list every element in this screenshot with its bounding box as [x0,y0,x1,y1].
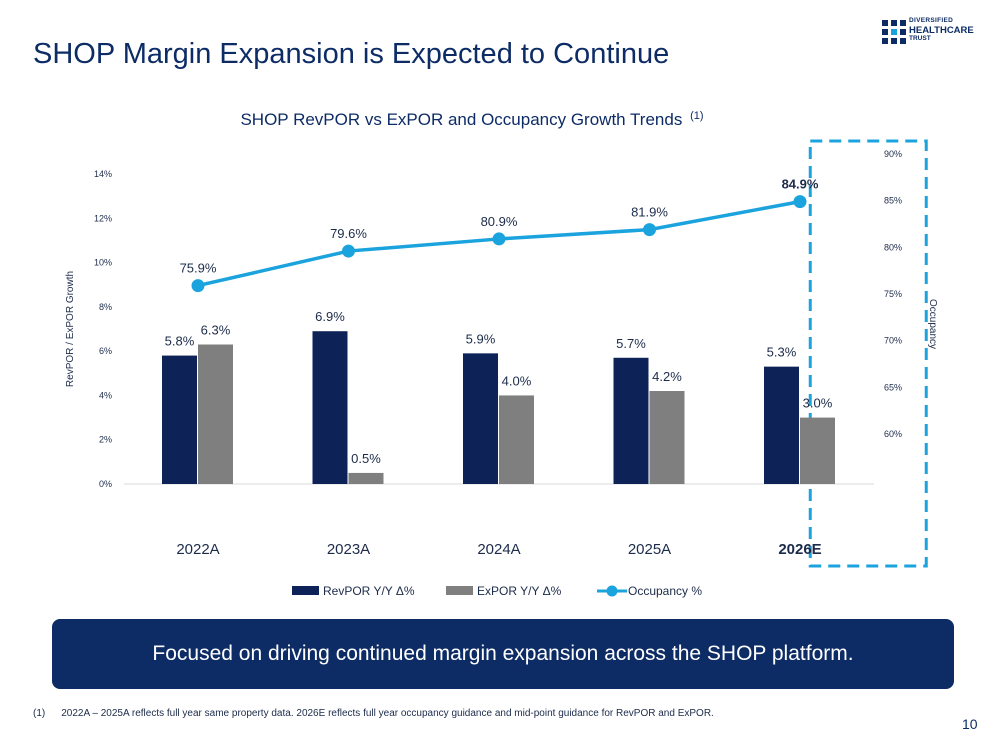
revpor-bar [312,331,348,484]
expor-bar [499,395,534,484]
expor-bar [198,344,233,484]
occupancy-point [643,223,656,237]
expor-data-label: 4.2% [652,369,682,384]
occupancy-point [191,279,205,293]
y-tick-label: 4% [99,390,112,400]
logo-line-3: TRUST [909,35,931,42]
y-tick-label: 2% [99,435,112,445]
revpor-data-label: 5.3% [767,345,797,360]
occupancy-point [793,195,807,209]
y2-axis-label: Occupancy [927,299,938,349]
page-title: SHOP Margin Expansion is Expected to Con… [33,38,670,70]
occupancy-point [342,244,355,258]
chart-title-text: SHOP RevPOR vs ExPOR and Occupancy Growt… [240,110,682,129]
revpor-data-label: 5.8% [165,334,195,349]
x-category-label: 2023A [327,541,370,558]
expor-bar [800,417,835,484]
y-axis-label: RevPOR / ExPOR Growth [65,271,76,387]
occupancy-data-label: 81.9% [631,205,668,220]
expor-data-label: 4.0% [502,373,532,388]
legend-expor-label: ExPOR Y/Y Δ% [477,584,562,598]
y2-tick-label: 75% [884,289,902,299]
expor-data-label: 0.5% [351,451,381,466]
y2-tick-label: 85% [884,196,902,206]
expor-bar [348,472,384,484]
y2-tick-label: 80% [884,242,902,252]
footnote-number: (1) [33,708,46,719]
company-logo: DIVERSIFIED HEALTHCARE TRUST [882,17,992,48]
x-category-label: 2026E [778,541,821,558]
occupancy-data-label: 75.9% [180,261,217,276]
expor-bar [649,391,685,484]
legend-expor-swatch [446,586,473,595]
legend-revpor-label: RevPOR Y/Y Δ% [323,584,415,598]
revpor-bar [463,353,498,484]
legend-occupancy-marker [606,585,618,597]
revpor-bar [162,355,197,484]
highlight-box [808,139,928,568]
logo-line-2: HEALTHCARE [909,24,974,36]
summary-banner: Focused on driving continued margin expa… [52,619,954,689]
revpor-bar [613,357,649,484]
y-tick-label: 12% [94,213,112,223]
logo-grid-icon [882,20,906,44]
x-category-label: 2025A [628,541,671,558]
page-number: 10 [962,716,978,732]
y2-tick-label: 65% [884,382,902,392]
y2-tick-label: 60% [884,429,902,439]
revpor-bar [764,366,799,484]
occupancy-data-label: 84.9% [782,177,819,192]
occupancy-data-label: 80.9% [481,214,518,229]
occupancy-revpor-chart: SHOP RevPOR vs ExPOR and Occupancy Growt… [65,110,938,598]
chart-title-superscript: (1) [690,110,703,122]
expor-data-label: 3.0% [803,396,833,411]
occupancy-point [492,232,506,246]
occupancy-data-label: 79.6% [330,226,367,241]
y-tick-label: 6% [99,346,112,356]
legend-revpor-swatch [292,586,319,595]
logo-line-1: DIVERSIFIED [909,17,954,24]
y2-tick-label: 70% [884,336,902,346]
revpor-data-label: 6.9% [315,309,345,324]
y-tick-label: 8% [99,302,112,312]
revpor-data-label: 5.7% [616,336,646,351]
y-tick-label: 0% [99,479,112,489]
footnote: (1) 2022A – 2025A reflects full year same… [33,708,714,719]
y2-tick-label: 90% [884,149,902,159]
footnote-text: 2022A – 2025A reflects full year same pr… [61,708,714,719]
y-tick-label: 14% [94,169,112,179]
x-category-label: 2022A [176,541,219,558]
revpor-data-label: 5.9% [466,331,496,346]
x-category-label: 2024A [477,541,520,558]
legend-occupancy-label: Occupancy % [628,584,702,598]
chart-title: SHOP RevPOR vs ExPOR and Occupancy Growt… [240,110,703,129]
plot-area: 0% 2% 4% 6% 8% 10% 12% 14% 60% 65% 70% 75% 80% 85% 90%… [65,139,938,598]
expor-data-label: 6.3% [201,323,231,338]
y-tick-label: 10% [94,258,112,268]
